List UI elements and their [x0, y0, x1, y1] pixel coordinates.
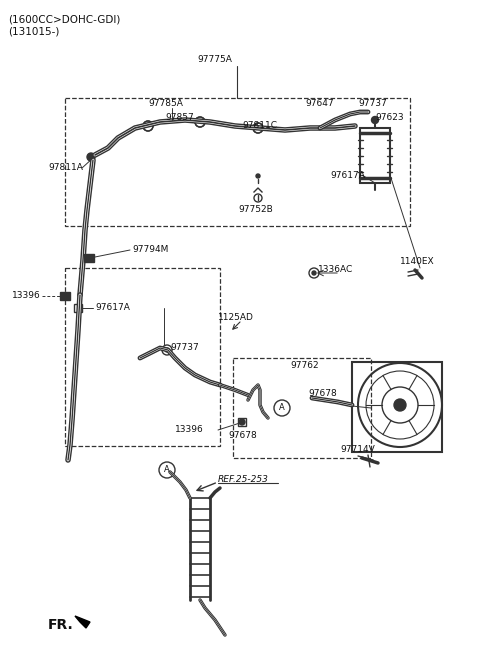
Bar: [360, 128, 390, 183]
Text: 97617A: 97617A: [330, 170, 365, 180]
Text: 97678: 97678: [228, 432, 257, 440]
Text: 97678: 97678: [308, 388, 337, 397]
Bar: [233, 358, 371, 458]
Text: 97857: 97857: [165, 113, 194, 122]
Circle shape: [239, 419, 245, 425]
Bar: [65, 268, 220, 446]
Bar: [238, 418, 246, 426]
Text: (131015-): (131015-): [8, 26, 60, 36]
Text: 97785A: 97785A: [148, 99, 183, 109]
Text: REF.25-253: REF.25-253: [218, 476, 269, 484]
Text: 97737: 97737: [358, 99, 387, 109]
Polygon shape: [75, 616, 90, 628]
Bar: [65, 98, 410, 226]
Text: 97775A: 97775A: [198, 55, 232, 64]
Text: 97811C: 97811C: [242, 120, 277, 130]
Circle shape: [394, 399, 406, 411]
Text: FR.: FR.: [48, 618, 74, 632]
Circle shape: [195, 117, 205, 127]
Circle shape: [165, 348, 169, 352]
Text: (1600CC>DOHC-GDI): (1600CC>DOHC-GDI): [8, 14, 120, 24]
Text: A: A: [279, 403, 285, 413]
Text: 97762: 97762: [290, 361, 319, 370]
Text: A: A: [164, 465, 170, 474]
Bar: [74, 304, 82, 312]
Circle shape: [253, 123, 263, 133]
Circle shape: [372, 116, 379, 124]
Circle shape: [87, 153, 95, 161]
Text: 97794M: 97794M: [132, 245, 168, 255]
Text: 1125AD: 1125AD: [218, 313, 254, 322]
Text: 97617A: 97617A: [95, 303, 130, 313]
Text: 97737: 97737: [170, 343, 199, 353]
Bar: [352, 362, 442, 452]
Text: 1140EX: 1140EX: [400, 257, 434, 266]
Bar: [84, 254, 94, 262]
Text: 13396: 13396: [12, 291, 41, 301]
Text: 97752B: 97752B: [238, 205, 273, 215]
Circle shape: [256, 174, 260, 178]
Text: 1336AC: 1336AC: [318, 265, 353, 274]
Text: 97647: 97647: [305, 99, 334, 109]
Text: 97623: 97623: [375, 113, 404, 122]
Text: 13396: 13396: [175, 426, 204, 434]
Text: 97714V: 97714V: [340, 445, 375, 455]
Text: 97811A: 97811A: [48, 163, 83, 172]
Circle shape: [312, 271, 316, 275]
Bar: [60, 292, 70, 300]
Circle shape: [143, 121, 153, 131]
